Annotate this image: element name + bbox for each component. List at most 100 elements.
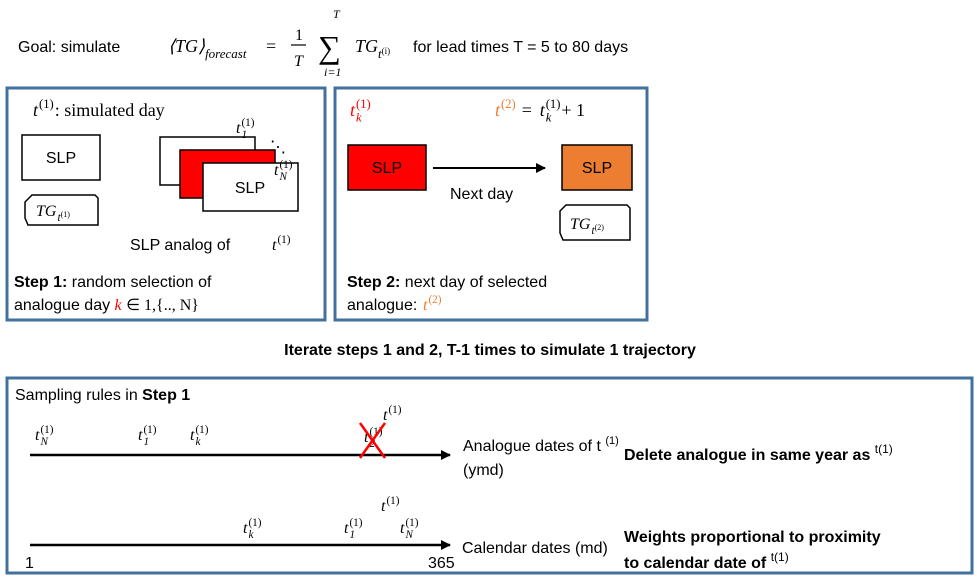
math-sup: (2) bbox=[428, 294, 441, 306]
step2-line2: analogue: bbox=[347, 297, 417, 314]
math-sup: (1) bbox=[248, 517, 261, 529]
goal-prefix: Goal: simulate bbox=[18, 39, 120, 56]
rules-box bbox=[5, 376, 974, 575]
math-sub: 2 bbox=[369, 438, 375, 450]
tg-tag bbox=[24, 194, 99, 226]
slp-box bbox=[21, 134, 101, 181]
formula-lhs: ⟨TG⟩ bbox=[168, 36, 205, 56]
math-base: t bbox=[236, 120, 241, 137]
math-base: t bbox=[540, 100, 546, 120]
axis2-rule-text: to calendar date of bbox=[624, 555, 771, 572]
step2-box bbox=[333, 86, 649, 322]
math-sup: (1) bbox=[386, 495, 399, 507]
axis1-rule: Delete analogue in same year as t(1) bbox=[624, 442, 893, 464]
math-base: t bbox=[243, 520, 248, 537]
math-base: t bbox=[364, 429, 369, 446]
axis1-rule-text: Delete analogue in same year as bbox=[624, 447, 875, 464]
rules-title-bold: Step 1 bbox=[142, 387, 190, 404]
axis1-rule-sup: t(1) bbox=[875, 442, 893, 456]
step1-line1: Step 1: random selection of bbox=[14, 274, 212, 291]
math-sup: (1) bbox=[39, 97, 54, 111]
slp-label: SLP bbox=[372, 160, 402, 177]
axis1-label: Analogue dates of t (1) bbox=[463, 435, 619, 455]
math-sub: N bbox=[39, 436, 48, 448]
math-base: TG bbox=[570, 216, 591, 233]
goal-suffix: for lead times T = 5 to 80 days bbox=[413, 39, 628, 56]
math-sup: (1) bbox=[356, 97, 371, 111]
slp-label: SLP bbox=[582, 160, 612, 177]
set: ∈ 1,{.., N} bbox=[126, 297, 199, 314]
tg-tag bbox=[559, 204, 631, 241]
math-sub: N bbox=[404, 529, 413, 541]
math-sup: (1) bbox=[279, 159, 292, 171]
rules-title: Sampling rules in Step 1 bbox=[15, 387, 190, 404]
math-eq: = bbox=[522, 100, 532, 120]
math-sup: (1) bbox=[349, 517, 362, 529]
math-sub: N bbox=[278, 171, 287, 183]
formula-term: TG bbox=[355, 36, 378, 56]
analog-slp-label: SLP bbox=[235, 180, 265, 197]
formula-term-sub: t bbox=[378, 46, 382, 61]
math-base: t bbox=[33, 100, 39, 120]
analog-card bbox=[202, 162, 299, 212]
math-base: t bbox=[274, 162, 279, 179]
math-base: t bbox=[381, 498, 386, 515]
math-base: t bbox=[35, 427, 40, 444]
formula-sum-top: T bbox=[333, 7, 341, 21]
axis2-label: Calendar dates (md) bbox=[462, 540, 608, 557]
math-subsup: (2) bbox=[595, 223, 605, 232]
step1-heading: Step 1: bbox=[14, 274, 67, 291]
math-base: t bbox=[138, 427, 143, 444]
math-base: t bbox=[423, 297, 428, 314]
math-base: t bbox=[350, 100, 356, 120]
step2-text: next day of selected bbox=[400, 274, 547, 291]
formula-sum: ∑ bbox=[318, 29, 341, 65]
slp-box-next bbox=[561, 144, 633, 191]
axis2-end: 365 bbox=[428, 555, 455, 572]
math-sub: t bbox=[57, 212, 61, 224]
math-base: t bbox=[400, 520, 405, 537]
formula-eq: = bbox=[266, 36, 276, 56]
arrow-label: Next day bbox=[450, 186, 513, 203]
axis2-rule2: to calendar date of t(1) bbox=[624, 550, 789, 572]
math-sub: k bbox=[356, 110, 362, 124]
delete-cross bbox=[358, 422, 387, 459]
step2-line1: Step 2: next day of selected bbox=[347, 274, 547, 291]
math-sup: (1) bbox=[546, 97, 561, 111]
axis1-unit: (ymd) bbox=[463, 462, 504, 479]
rules-title-text: Sampling rules in bbox=[15, 387, 142, 404]
math-after: : simulated day bbox=[55, 100, 165, 120]
axis2-start: 1 bbox=[25, 555, 34, 572]
math-base: TG bbox=[36, 203, 57, 220]
math-sup: (1) bbox=[405, 517, 418, 529]
math-sub: 1 bbox=[241, 129, 247, 141]
math-sub: k bbox=[546, 110, 552, 124]
math-base: t bbox=[495, 100, 501, 120]
axis1-label-sup: (1) bbox=[605, 435, 618, 447]
iterate-note: Iterate steps 1 and 2, T-1 times to simu… bbox=[284, 342, 696, 359]
step2-heading: Step 2: bbox=[347, 274, 400, 291]
math-after: + 1 bbox=[561, 100, 585, 120]
math-sub: 1 bbox=[143, 436, 149, 448]
math-sup: (1) bbox=[195, 424, 208, 436]
math-sup: (1) bbox=[277, 234, 290, 246]
math-sub: k bbox=[248, 529, 254, 541]
step1-text: analogue day bbox=[14, 297, 110, 314]
step1-box bbox=[5, 86, 327, 322]
math-base: t bbox=[383, 407, 388, 424]
math-sup: (1) bbox=[241, 117, 254, 129]
math-base: t bbox=[190, 427, 195, 444]
math-sub: 1 bbox=[349, 529, 355, 541]
formula-term-subsup: (i) bbox=[382, 46, 391, 56]
math-base: t bbox=[272, 237, 277, 254]
formula-den: T bbox=[294, 53, 304, 70]
slp-box-selected bbox=[347, 144, 427, 191]
ellipsis: ⋱ bbox=[270, 139, 286, 156]
axis2-rule: Weights proportional to proximity bbox=[624, 529, 881, 546]
math-sup: (1) bbox=[143, 424, 156, 436]
math-sup: (1) bbox=[388, 404, 401, 416]
math-sub: t bbox=[591, 225, 595, 237]
math-sup: (1) bbox=[40, 424, 53, 436]
formula-num: 1 bbox=[295, 27, 303, 44]
